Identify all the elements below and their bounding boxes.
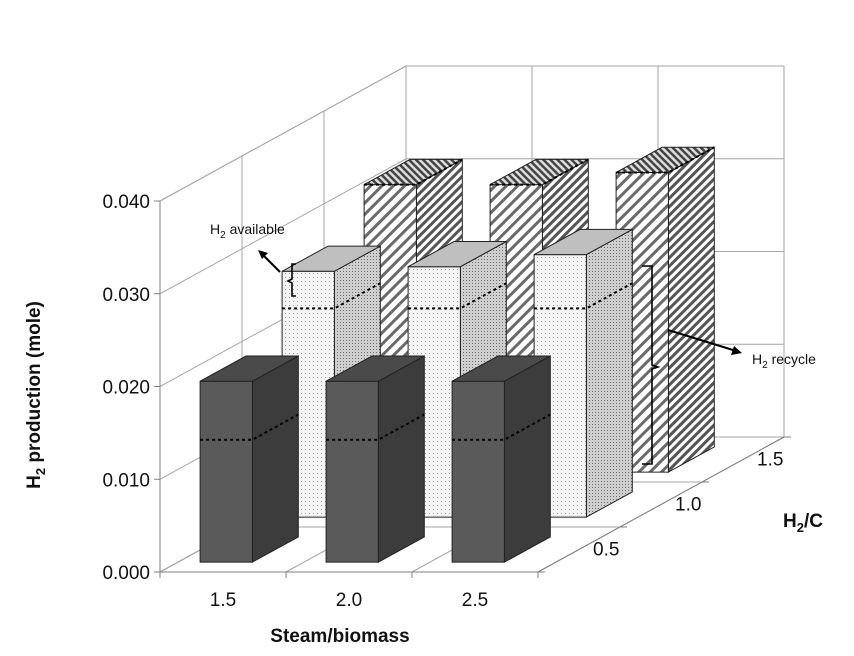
annotation-arrow: [262, 254, 281, 273]
bar-front: [451, 380, 505, 563]
y-axis-title: H2 production (mole): [24, 301, 48, 489]
annotation-h2-available: H2 available: [210, 221, 296, 297]
y-tick-label: 0.010: [102, 470, 150, 491]
tick-labels: 0.000 0.010 0.020 0.030 0.040 1.5 2.0 2.5 0.5 1.0…: [102, 192, 783, 611]
bar-side: [585, 228, 633, 518]
y-tick-label: 0.030: [102, 285, 150, 306]
annotation-arrow: [667, 329, 734, 351]
svg-text:H2 available: H2 available: [210, 221, 285, 241]
annotation-h2-recycle: H2 recycle: [642, 265, 816, 465]
y-tick-label: 0.020: [102, 378, 150, 399]
bar-top: [325, 355, 425, 382]
bar: [325, 355, 425, 563]
depth-tick-label: 1.5: [757, 450, 783, 471]
x-tick-label: 2.0: [336, 590, 362, 611]
bar-front: [199, 380, 253, 563]
bars: [199, 146, 715, 563]
x-tick-label: 1.5: [210, 590, 236, 611]
bar-side: [251, 355, 299, 563]
annotation-arrowhead: [731, 346, 742, 355]
bar-top: [281, 245, 381, 272]
bar-top: [451, 355, 551, 382]
bar-side: [667, 146, 715, 473]
depth-tick-label: 1.0: [675, 495, 701, 516]
y-tick-label: 0.040: [102, 192, 150, 213]
bar-top: [199, 355, 299, 382]
bar-front: [325, 380, 379, 563]
bar-top: [533, 228, 633, 256]
depth-axis-title: H2/C: [783, 511, 823, 535]
annotation-brace: [286, 263, 296, 297]
x-axis-title: Steam/biomass: [270, 626, 409, 647]
depth-axis-line: [537, 436, 785, 573]
bar: [199, 355, 299, 563]
x-tick-label: 2.5: [462, 590, 488, 611]
svg-text:H2 recycle: H2 recycle: [752, 351, 816, 371]
bar-top: [407, 241, 507, 268]
annotation-arrowhead: [258, 250, 268, 259]
bar: [451, 355, 551, 563]
bar: [533, 228, 633, 518]
bar-side: [503, 355, 551, 563]
bar-side: [377, 355, 425, 563]
y-tick-label: 0.000: [102, 563, 150, 584]
depth-tick-label: 0.5: [593, 540, 619, 561]
annotation-brace: [642, 265, 661, 465]
